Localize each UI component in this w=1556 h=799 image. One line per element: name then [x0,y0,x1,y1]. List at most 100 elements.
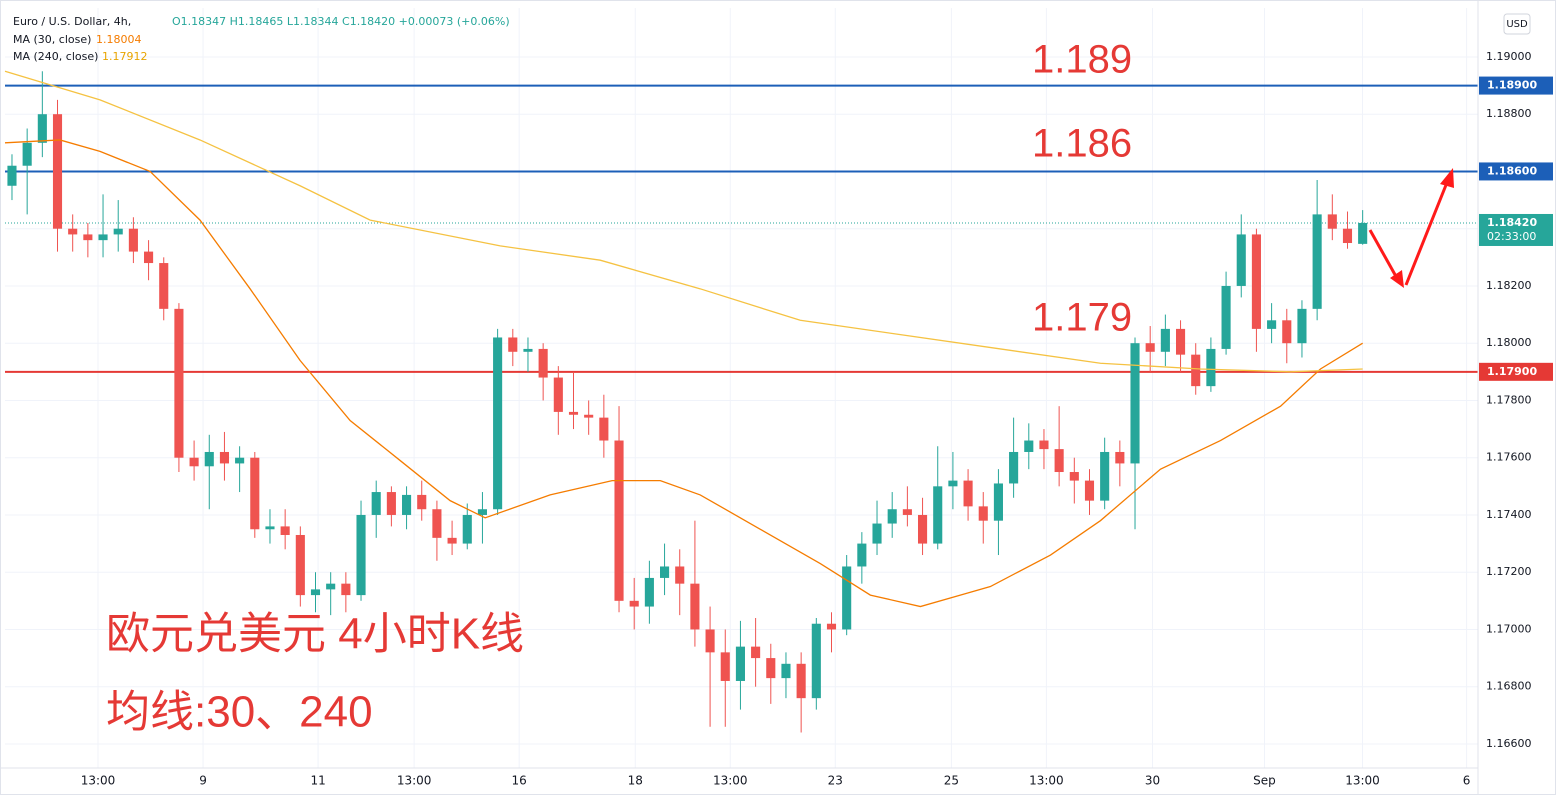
candle-body [1342,228,1353,244]
candle-body [917,514,928,544]
y-tick-label: 1.17600 [1486,451,1532,464]
y-tick-label: 1.17200 [1486,565,1532,578]
candle-body [1327,214,1337,229]
candle-body [174,308,184,458]
candle-body [538,348,548,378]
x-tick-label: Sep [1253,774,1276,788]
candle-body [781,663,791,679]
level-tag [1479,76,1553,95]
candle-body [705,629,715,653]
y-tick-label: 1.17800 [1486,393,1532,406]
candle-body [295,534,305,596]
caption: 欧元兑美元 4小时K线 [106,610,524,659]
candle-body [978,506,988,521]
candle-body [1251,234,1261,329]
candle-body [447,537,457,544]
forecast-arrow [1368,168,1454,288]
level-tag [1479,162,1553,181]
y-tick-label: 1.17000 [1486,622,1532,635]
candle-body [402,494,412,515]
candle-body [553,377,563,412]
candle-body [1221,285,1231,349]
level-tag [1479,362,1553,381]
candle-body [432,509,442,538]
chart-title: Euro / U.S. Dollar, 4h, [13,15,131,28]
x-tick-label: 23 [828,774,843,788]
candle-body [22,142,32,166]
y-tick-label: 1.16800 [1486,680,1532,693]
y-tick-label: 1.16600 [1486,737,1532,750]
candle-body [948,480,958,487]
candle-body [751,646,761,659]
candle-body [933,486,943,544]
candle-body [963,480,973,507]
x-tick-label: 13:00 [1029,774,1064,788]
x-tick-label: 9 [199,774,207,788]
candle-body [568,411,579,415]
candle-body [675,566,685,584]
candle-body [68,228,78,235]
candle-body [1039,440,1049,450]
y-tick-label: 1.18200 [1486,279,1532,292]
candle-body [857,543,867,567]
level-label: 1.18600 [1487,164,1537,177]
x-tick-label: 6 [1463,774,1471,788]
candle-body [1297,308,1307,344]
ohlc-text: O1.18347 H1.18465 L1.18344 C1.18420 +0.0… [172,15,510,28]
candle-body [250,457,260,530]
annotation: 1.179 [1032,296,1132,340]
candle-body [1191,354,1201,387]
countdown-label: 02:33:00 [1487,230,1536,243]
candle-body [842,566,852,630]
candle-body [128,228,138,252]
candle-body [508,337,518,352]
candle-body [629,600,639,607]
candle-body [644,577,654,607]
candle-body [887,509,897,524]
candle-body [826,623,837,630]
candle-body [614,440,624,601]
candle-body [326,583,336,590]
candle-body [1145,343,1155,352]
y-tick-label: 1.18800 [1486,107,1532,120]
candle-body [584,414,594,418]
candle-body [735,646,745,681]
candle-body [280,526,290,535]
candle-body [144,251,154,264]
candle-body [37,114,47,143]
x-tick-label: 11 [310,774,325,788]
candle-body [1009,451,1019,484]
candle-body [341,583,351,596]
candle-body [235,457,245,464]
legend-ma30: MA (30, close) [13,33,91,46]
x-tick-label: 13:00 [81,774,116,788]
currency-button[interactable] [1503,13,1531,35]
candle-body [660,566,670,578]
y-tick-label: 1.19000 [1486,50,1532,63]
candle-body [1084,480,1095,501]
currency-label: USD [1506,19,1528,30]
candle-body [371,492,381,515]
ma-line [4,70,1363,373]
candle-body [204,451,214,467]
candle-body [599,417,609,441]
x-tick-label: 13:00 [1345,774,1380,788]
candle-body [7,165,17,186]
candle-body [310,589,321,596]
candle-body [1100,451,1110,501]
candle-body [766,658,776,679]
level-label: 1.17900 [1487,365,1537,378]
caption: 均线:30、240 [106,688,373,737]
x-tick-label: 13:00 [713,774,748,788]
candle-body [1054,449,1064,473]
candle-body [356,514,366,596]
level-label: 1.18900 [1487,79,1537,92]
y-tick-label: 1.18000 [1486,336,1532,349]
candle-body [1115,451,1125,464]
candle-body [1024,440,1034,452]
y-tick-label: 1.17400 [1486,508,1532,521]
current-price-label: 1.18420 [1487,216,1537,229]
candle-body [872,523,882,544]
candle-body [189,457,199,467]
